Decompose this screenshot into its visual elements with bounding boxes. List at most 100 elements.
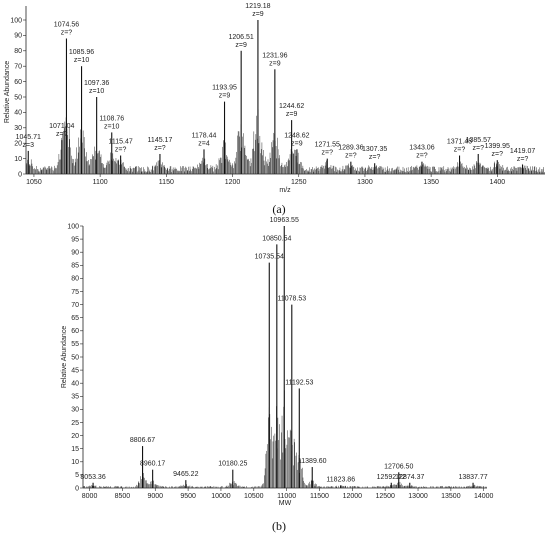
peak-label: 1145.17 xyxy=(148,137,173,144)
peak-label: 1343.06 xyxy=(409,145,434,152)
peak-label: 1399.95 xyxy=(485,143,510,150)
peak-label: 9465.22 xyxy=(173,471,198,478)
x-tick-label: 11000 xyxy=(277,493,296,500)
y-tick-label: 80 xyxy=(14,48,22,55)
peak-label: 13837.77 xyxy=(458,474,487,481)
y-tick-label: 20 xyxy=(71,433,79,440)
y-tick-label: 35 xyxy=(71,394,79,401)
peak-label: 11389.60 xyxy=(298,458,327,465)
peak-label: 10735.54 xyxy=(255,254,284,261)
peak-charge-label: z=9 xyxy=(252,11,264,18)
peak-label: 1219.18 xyxy=(245,3,270,10)
peak-label: 1231.96 xyxy=(262,52,287,59)
panel-b-x-label: MW xyxy=(279,500,292,507)
panel-a-x-ticks: 1050 1100 1150 1200 1250 1300 1350 1400 xyxy=(26,174,505,186)
y-tick-label: 70 xyxy=(14,64,22,71)
x-tick-label: 1100 xyxy=(93,179,108,186)
panel-a-y-ticks: 0 10 20 30 40 50 60 70 80 90 100 xyxy=(10,17,26,178)
panel-b-peak-labels: 8053.36 8806.67 8960.17 9465.22 10180.25 1073… xyxy=(80,217,487,483)
peak-label: 1193.95 xyxy=(212,85,237,92)
x-tick-label: 1200 xyxy=(225,179,241,186)
y-tick-label: 90 xyxy=(14,33,22,40)
panel-b-caption: (b) xyxy=(272,519,286,533)
peak-label: 1307.35 xyxy=(362,146,387,153)
x-tick-label: 1400 xyxy=(490,179,506,186)
peak-charge-label: z=9 xyxy=(291,140,303,147)
peak-label: 1115.47 xyxy=(108,139,132,146)
peak-charge-label: z=9 xyxy=(269,60,281,67)
peak-charge-label: z=9 xyxy=(219,93,231,100)
peak-charge-label: z=? xyxy=(517,156,529,163)
peak-label: 1071.04 xyxy=(49,123,74,130)
x-tick-label: 11500 xyxy=(310,493,329,500)
panel-a-x-label: m/z xyxy=(279,187,291,194)
x-tick-label: 1250 xyxy=(291,179,307,186)
y-tick-label: 10 xyxy=(71,459,79,466)
peak-charge-label: z=9 xyxy=(286,111,298,118)
x-tick-label: 10500 xyxy=(244,493,264,500)
y-tick-label: 95 xyxy=(71,236,79,243)
peak-label: 11192.53 xyxy=(285,379,313,386)
x-tick-label: 1050 xyxy=(26,179,42,186)
y-tick-label: 5 xyxy=(75,472,79,479)
x-tick-label: 13500 xyxy=(441,493,461,500)
y-tick-label: 40 xyxy=(71,381,79,388)
peak-label: 1045.71 xyxy=(16,134,41,141)
peak-charge-label: z=10 xyxy=(74,57,89,64)
peak-charge-label: z=? xyxy=(454,147,466,154)
panel-a-noise xyxy=(25,109,545,174)
peak-label: 10180.25 xyxy=(218,461,247,468)
y-tick-label: 10 xyxy=(14,156,22,163)
y-tick-label: 40 xyxy=(14,110,22,117)
peak-label: 8806.67 xyxy=(130,437,155,444)
peak-charge-label: z=? xyxy=(416,153,428,160)
peak-label: 10963.55 xyxy=(270,217,299,224)
peak-charge-label: z=4 xyxy=(198,140,210,147)
peak-label: 1419.07 xyxy=(510,148,535,155)
peak-label: 1206.51 xyxy=(229,34,254,41)
x-tick-label: 9500 xyxy=(180,493,196,500)
x-tick-label: 8500 xyxy=(115,493,131,500)
peak-label: 1289.36 xyxy=(338,145,363,152)
peak-label: 1271.55 xyxy=(315,142,340,149)
peak-label: 1097.36 xyxy=(84,80,109,87)
panel-b-peaks xyxy=(92,226,474,488)
peak-label: 1244.62 xyxy=(279,103,304,110)
y-tick-label: 15 xyxy=(71,446,79,453)
peak-label: 1074.56 xyxy=(54,21,79,28)
peak-charge-label: z=10 xyxy=(89,88,104,95)
y-tick-label: 100 xyxy=(67,223,79,230)
peak-charge-label: z=? xyxy=(345,153,357,160)
x-tick-label: 9000 xyxy=(147,493,163,500)
panel-a-caption: (a) xyxy=(272,202,285,216)
y-tick-label: 20 xyxy=(14,141,22,148)
panel-b-y-ticks: 0 5 10 15 20 25 30 35 40 45 50 55 60 65 70 75 80 85 90 95 10… xyxy=(67,223,83,492)
peak-label: 12874.37 xyxy=(395,474,424,481)
peak-label: 1085.96 xyxy=(69,49,94,56)
panel-a-peaks xyxy=(27,20,524,174)
peak-label: 1371.45 xyxy=(447,139,472,146)
peak-label: 10850.54 xyxy=(262,235,291,242)
peak-label: 11823.86 xyxy=(326,476,355,483)
peak-label: 1385.57 xyxy=(466,137,491,144)
x-tick-label: 10000 xyxy=(211,493,231,500)
peak-label: 12592.72 xyxy=(377,474,406,481)
y-tick-label: 0 xyxy=(18,171,22,178)
peak-label: 11078.53 xyxy=(277,296,306,303)
peak-charge-label: z=10 xyxy=(104,123,119,130)
x-tick-label: 1350 xyxy=(423,179,439,186)
x-tick-label: 13000 xyxy=(408,493,428,500)
y-tick-label: 30 xyxy=(14,125,22,132)
y-tick-label: 50 xyxy=(14,94,22,101)
y-tick-label: 65 xyxy=(71,315,79,322)
peak-charge-label: z=? xyxy=(115,147,127,154)
x-tick-label: 1150 xyxy=(159,179,174,186)
y-tick-label: 45 xyxy=(71,367,79,374)
peak-charge-label: z=? xyxy=(56,131,68,138)
x-tick-label: 12500 xyxy=(375,493,395,500)
x-tick-label: 8000 xyxy=(82,493,98,500)
y-tick-label: 85 xyxy=(71,263,79,270)
peak-charge-label: z=? xyxy=(322,150,334,157)
y-tick-label: 100 xyxy=(10,17,22,24)
